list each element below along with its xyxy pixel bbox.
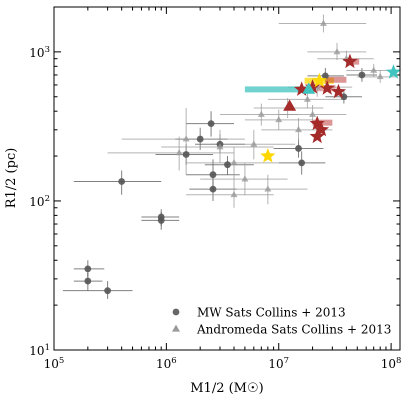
plot-frame <box>53 6 401 351</box>
data-point-triangle <box>319 19 327 26</box>
legend-marker-triangle <box>172 324 180 332</box>
data-point-circle <box>224 161 231 169</box>
data-point-star <box>342 53 358 69</box>
x-axis-label: M1/2 (M☉) <box>190 381 263 396</box>
data-point-triangle <box>376 73 384 80</box>
legend: MW Sats Collins + 2013 Andromeda Sats Col… <box>172 306 391 337</box>
data-point-triangle <box>216 143 224 150</box>
data-point-circle <box>196 135 204 143</box>
data-point-triangle <box>309 110 317 117</box>
y-axis-label: R1/2 (pc) <box>4 148 19 209</box>
legend-label: Andromeda Sats Collins + 2013 <box>196 323 391 337</box>
data-point-circle <box>209 171 217 179</box>
data-point-star <box>260 148 276 163</box>
data-point-star <box>330 83 347 99</box>
data-point-triangle <box>257 110 265 117</box>
data-point-triangle <box>241 175 249 182</box>
data-point-triangle <box>303 95 311 102</box>
tick-label-layer: 105 106 107 108 101 102 103 <box>29 45 401 371</box>
data-point-triangle <box>302 82 316 94</box>
legend-marker-circle <box>172 308 180 316</box>
data-point-star <box>309 115 325 131</box>
data-point-star <box>313 121 330 137</box>
data-point-circle <box>182 151 190 158</box>
data-point-triangle <box>182 135 190 142</box>
y-tick-label: 103 <box>29 45 50 60</box>
data-point-circle <box>358 71 366 79</box>
data-point-circle <box>157 217 165 224</box>
data-point-star <box>309 128 325 144</box>
tick-layer <box>53 6 400 351</box>
x-tick-label: 108 <box>381 356 402 371</box>
data-point-triangle <box>283 99 297 111</box>
data-point-circle <box>209 185 217 193</box>
data-point-star <box>294 81 310 96</box>
data-point-triangle <box>295 126 303 133</box>
data-point-circle <box>298 159 306 167</box>
y-tick-label: 102 <box>29 194 50 209</box>
data-point-triangle <box>275 116 283 123</box>
legend-label: MW Sats Collins + 2013 <box>197 306 346 320</box>
data-point-circle <box>207 120 215 128</box>
data-point-star <box>304 79 321 94</box>
y-tick-label: 101 <box>29 343 50 358</box>
mass-range-bar <box>244 86 313 93</box>
data-point-triangle <box>230 159 238 166</box>
data-point-triangle <box>230 190 238 198</box>
data-point-triangle <box>370 66 378 73</box>
data-point-star <box>319 80 335 95</box>
data-point-circle <box>118 178 126 185</box>
x-tick-label: 106 <box>156 356 177 371</box>
data-point-triangle <box>264 185 272 192</box>
data-point-star <box>311 72 327 88</box>
data-point-circle <box>84 277 92 285</box>
data-point-layer <box>84 19 402 295</box>
data-point-triangle <box>175 149 183 156</box>
data-point-star <box>385 64 402 79</box>
data-point-circle <box>104 287 112 295</box>
x-tick-label: 105 <box>44 356 65 371</box>
data-point-circle <box>295 145 302 152</box>
x-tick-label: 107 <box>268 356 289 371</box>
data-point-triangle <box>250 140 258 147</box>
data-point-triangle <box>333 48 341 55</box>
data-point-circle <box>84 265 92 273</box>
mass-range-bar <box>325 76 347 83</box>
data-point-circle <box>321 72 329 80</box>
